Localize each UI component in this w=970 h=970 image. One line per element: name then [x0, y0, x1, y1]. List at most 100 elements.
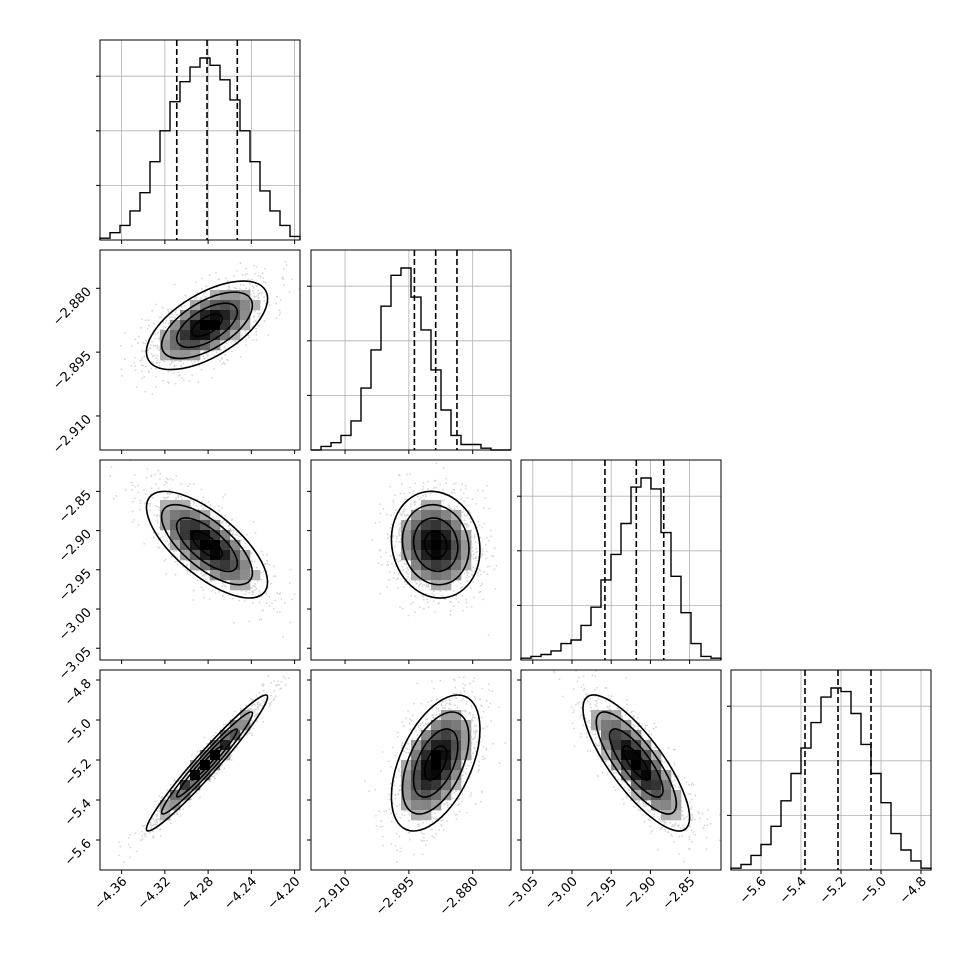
- sample-point: [255, 566, 258, 569]
- sample-point: [167, 381, 169, 383]
- sample-point: [398, 534, 401, 537]
- sample-point: [452, 590, 455, 592]
- density-cell: [441, 520, 452, 531]
- sample-point: [461, 594, 464, 597]
- sample-point: [463, 519, 466, 522]
- sample-point: [231, 532, 234, 534]
- density-cell: [230, 330, 241, 341]
- sample-point: [185, 565, 188, 567]
- sample-point: [450, 601, 453, 603]
- sample-point: [115, 495, 118, 497]
- density-cell: [421, 520, 432, 531]
- sample-point: [463, 514, 466, 517]
- sample-point: [222, 361, 225, 364]
- sample-point: [423, 583, 426, 586]
- sample-point: [406, 473, 408, 476]
- sample-point: [251, 278, 254, 281]
- density-cell: [431, 540, 442, 551]
- sample-point: [177, 371, 180, 374]
- sample-point: [482, 598, 485, 601]
- sample-point: [150, 826, 153, 829]
- sample-point: [471, 546, 473, 549]
- sample-point: [255, 295, 258, 298]
- sample-point: [137, 523, 140, 526]
- sample-point: [263, 320, 266, 323]
- sample-point: [490, 535, 492, 537]
- sample-point: [255, 713, 257, 716]
- sample-point: [427, 488, 429, 490]
- sample-point: [262, 689, 265, 692]
- sample-point: [181, 376, 184, 379]
- sample-point: [177, 494, 180, 497]
- sample-point: [252, 290, 254, 292]
- sample-point: [267, 301, 270, 304]
- sample-point: [479, 537, 482, 539]
- sample-point: [211, 377, 213, 379]
- sample-point: [442, 488, 444, 491]
- sample-point: [203, 357, 206, 360]
- sample-point: [399, 555, 402, 558]
- sample-point: [155, 303, 158, 306]
- sample-point: [474, 557, 476, 560]
- sample-point: [141, 830, 144, 833]
- sample-point: [170, 313, 173, 315]
- sample-point: [215, 351, 218, 353]
- sample-point: [485, 544, 487, 546]
- sample-point: [228, 524, 231, 527]
- sample-point: [402, 510, 405, 513]
- sample-point: [234, 287, 236, 289]
- density-cell: [170, 330, 181, 341]
- sample-point: [236, 534, 239, 536]
- sample-point: [195, 504, 198, 507]
- sample-point: [482, 507, 485, 509]
- sample-point: [273, 575, 275, 578]
- sample-point: [212, 350, 215, 352]
- sample-point: [142, 825, 144, 827]
- sample-point: [221, 507, 223, 509]
- sample-point: [282, 278, 285, 281]
- sample-point: [237, 535, 240, 538]
- sample-point: [110, 466, 113, 468]
- sample-point: [429, 579, 432, 582]
- contour-level-2: [175, 517, 239, 573]
- sample-point: [175, 474, 178, 477]
- sample-point: [149, 347, 151, 349]
- sample-point: [280, 681, 283, 683]
- sample-point: [171, 360, 173, 363]
- sample-point: [463, 500, 465, 503]
- sample-point: [151, 341, 154, 343]
- sample-point: [481, 526, 484, 529]
- sample-point: [266, 554, 268, 556]
- sample-point: [199, 298, 202, 300]
- sample-point: [493, 547, 496, 550]
- sample-point: [197, 381, 200, 383]
- sample-point: [137, 491, 140, 494]
- sample-point: [201, 501, 204, 503]
- sample-point: [144, 342, 147, 345]
- sample-point: [253, 264, 255, 267]
- sample-point: [455, 482, 457, 485]
- sample-point: [163, 560, 166, 562]
- sample-point: [426, 598, 429, 600]
- sample-point: [263, 299, 265, 302]
- sample-point: [243, 600, 246, 602]
- sample-point: [480, 573, 482, 576]
- sample-point: [399, 523, 402, 526]
- sample-point: [418, 606, 421, 609]
- sample-point: [414, 503, 416, 506]
- sample-point: [265, 602, 268, 605]
- sample-point: [486, 573, 489, 575]
- sample-point: [251, 734, 253, 737]
- panel-1-2: [310, 459, 512, 661]
- density-cell: [200, 540, 211, 551]
- sample-point: [192, 599, 195, 601]
- density-cell: [431, 570, 442, 581]
- density-cell: [421, 570, 432, 581]
- sample-point: [120, 344, 122, 347]
- sample-point: [230, 519, 233, 521]
- sample-point: [133, 361, 136, 364]
- contour-level-4: [145, 490, 269, 599]
- sample-point: [485, 550, 488, 553]
- panel-content: [120, 260, 300, 395]
- sample-point: [221, 585, 224, 588]
